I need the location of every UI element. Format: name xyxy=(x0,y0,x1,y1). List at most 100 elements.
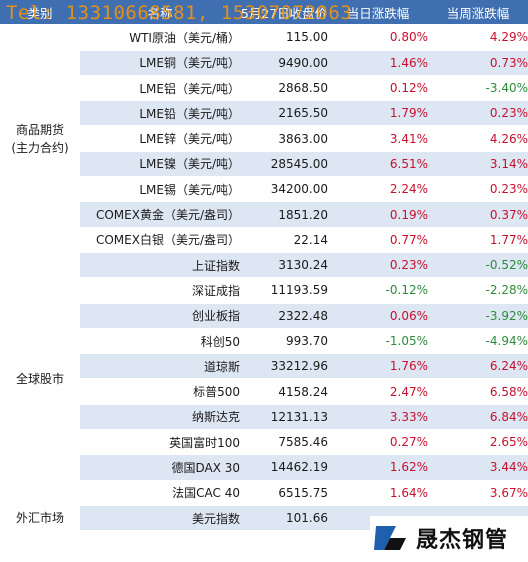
day-change-cell: 3.33% xyxy=(328,404,428,431)
table-row: 创业板指 2322.48 0.06% -3.92% xyxy=(0,303,528,329)
name-cell: WTI原油（美元/桶） xyxy=(80,24,240,51)
day-change-cell: -1.05% xyxy=(328,328,428,355)
price-cell: 28545.00 xyxy=(240,151,328,178)
price-cell: 2322.48 xyxy=(240,303,328,329)
day-change-cell: 0.27% xyxy=(328,429,428,456)
price-cell: 115.00 xyxy=(240,24,328,51)
header-week-change: 当周涨跌幅 xyxy=(428,0,528,26)
day-change-cell: 0.19% xyxy=(328,201,428,228)
week-change-cell: 0.23% xyxy=(428,100,528,127)
header-day-change: 当日涨跌幅 xyxy=(328,0,428,26)
price-cell: 4158.24 xyxy=(240,378,328,405)
price-cell: 12131.13 xyxy=(240,404,328,431)
week-change-cell: 6.84% xyxy=(428,404,528,431)
week-change-cell: 4.29% xyxy=(428,24,528,51)
week-change-cell: 4.26% xyxy=(428,125,528,152)
price-cell: 3863.00 xyxy=(240,125,328,152)
table-row: 科创50 993.70 -1.05% -4.94% xyxy=(0,328,528,355)
price-cell: 993.70 xyxy=(240,328,328,355)
week-change-cell: 2.65% xyxy=(428,429,528,456)
week-change-cell: -2.28% xyxy=(428,277,528,304)
price-cell: 34200.00 xyxy=(240,176,328,203)
day-change-cell: 2.47% xyxy=(328,378,428,405)
table-row: LME铝（美元/吨） 2868.50 0.12% -3.40% xyxy=(0,75,528,102)
day-change-cell: -0.12% xyxy=(328,277,428,304)
price-cell: 6515.75 xyxy=(240,480,328,506)
price-cell: 22.14 xyxy=(240,227,328,253)
week-change-cell: 1.77% xyxy=(428,227,528,253)
table-row: 商品期货 (主力合约) WTI原油（美元/桶） 115.00 0.80% 4.29% xyxy=(0,24,528,253)
name-cell: COMEX白银（美元/盎司） xyxy=(80,227,240,253)
name-cell: LME镍（美元/吨） xyxy=(80,151,240,178)
week-change-cell: -0.52% xyxy=(428,252,528,279)
market-table: 类别 名称 5月27日收盘价 当日涨跌幅 当周涨跌幅 商品期货 (主力合约) WTI… xyxy=(0,0,528,532)
table-row: 深证成指 11193.59 -0.12% -2.28% xyxy=(0,277,528,304)
name-cell: LME铅（美元/吨） xyxy=(80,100,240,127)
table-row: LME镍（美元/吨） 28545.00 6.51% 3.14% xyxy=(0,151,528,178)
table-row: LME铜（美元/吨） 9490.00 1.46% 0.73% xyxy=(0,50,528,76)
name-cell: 德国DAX 30 xyxy=(80,454,240,481)
name-cell: 美元指数 xyxy=(80,505,240,532)
name-cell: LME铜（美元/吨） xyxy=(80,50,240,76)
day-change-cell: 0.06% xyxy=(328,303,428,329)
name-cell: 法国CAC 40 xyxy=(80,480,240,506)
table-row: LME铅（美元/吨） 2165.50 1.79% 0.23% xyxy=(0,100,528,127)
day-change-cell: 1.46% xyxy=(328,50,428,76)
price-cell: 1851.20 xyxy=(240,201,328,228)
table-row: 外汇市场 美元指数 101.66 xyxy=(0,504,528,532)
week-change-cell: 0.73% xyxy=(428,50,528,76)
week-change-cell: -3.40% xyxy=(428,75,528,102)
price-cell: 9490.00 xyxy=(240,50,328,76)
logo-mark-icon xyxy=(372,520,408,556)
price-cell: 11193.59 xyxy=(240,277,328,304)
week-change-cell: 6.24% xyxy=(428,353,528,380)
name-cell: 上证指数 xyxy=(80,252,240,279)
day-change-cell: 1.62% xyxy=(328,454,428,481)
day-change-cell: 6.51% xyxy=(328,151,428,178)
day-change-cell: 0.23% xyxy=(328,252,428,279)
table-row: 标普500 4158.24 2.47% 6.58% xyxy=(0,378,528,405)
table-row: COMEX黄金（美元/盎司） 1851.20 0.19% 0.37% xyxy=(0,201,528,228)
name-cell: 纳斯达克 xyxy=(80,404,240,431)
name-cell: 标普500 xyxy=(80,378,240,405)
name-cell: 科创50 xyxy=(80,328,240,355)
day-change-cell: 0.80% xyxy=(328,24,428,51)
week-change-cell: 0.37% xyxy=(428,201,528,228)
price-cell: 14462.19 xyxy=(240,454,328,481)
name-cell: 英国富时100 xyxy=(80,429,240,456)
header-price: 5月27日收盘价 xyxy=(240,0,328,26)
category-cell: 全球股市 xyxy=(0,251,80,506)
day-change-cell: 1.64% xyxy=(328,480,428,506)
price-cell: 2868.50 xyxy=(240,75,328,102)
table-row: 道琼斯 33212.96 1.76% 6.24% xyxy=(0,353,528,380)
name-cell: 道琼斯 xyxy=(80,353,240,380)
table-row: 法国CAC 40 6515.75 1.64% 3.67% xyxy=(0,480,528,506)
category-cell: 商品期货 (主力合约) xyxy=(0,24,80,253)
week-change-cell: 0.23% xyxy=(428,176,528,203)
company-logo: 晟杰钢管 xyxy=(370,516,528,560)
day-change-cell: 3.41% xyxy=(328,125,428,152)
price-cell: 101.66 xyxy=(240,505,328,532)
day-change-cell: 1.79% xyxy=(328,100,428,127)
name-cell: LME锡（美元/吨） xyxy=(80,176,240,203)
day-change-cell: 1.76% xyxy=(328,353,428,380)
price-cell: 33212.96 xyxy=(240,353,328,380)
logo-text: 晟杰钢管 xyxy=(416,528,509,553)
table-row: 全球股市 上证指数 3130.24 0.23% -0.52% xyxy=(0,251,528,506)
table-body: 商品期货 (主力合约) WTI原油（美元/桶） 115.00 0.80% 4.29% LME… xyxy=(0,24,528,532)
table-row: 英国富时100 7585.46 0.27% 2.65% xyxy=(0,429,528,456)
header-name: 名称 xyxy=(80,0,240,26)
week-change-cell: -4.94% xyxy=(428,328,528,355)
price-cell: 7585.46 xyxy=(240,429,328,456)
week-change-cell: 3.67% xyxy=(428,480,528,506)
day-change-cell: 0.12% xyxy=(328,75,428,102)
name-cell: LME锌（美元/吨） xyxy=(80,125,240,152)
logo-mark-black xyxy=(384,538,406,550)
day-change-cell: 2.24% xyxy=(328,176,428,203)
name-cell: LME铝（美元/吨） xyxy=(80,75,240,102)
table-row: 纳斯达克 12131.13 3.33% 6.84% xyxy=(0,404,528,431)
week-change-cell: 3.14% xyxy=(428,151,528,178)
price-cell: 2165.50 xyxy=(240,100,328,127)
price-cell: 3130.24 xyxy=(240,252,328,279)
table-row: LME锡（美元/吨） 34200.00 2.24% 0.23% xyxy=(0,176,528,203)
